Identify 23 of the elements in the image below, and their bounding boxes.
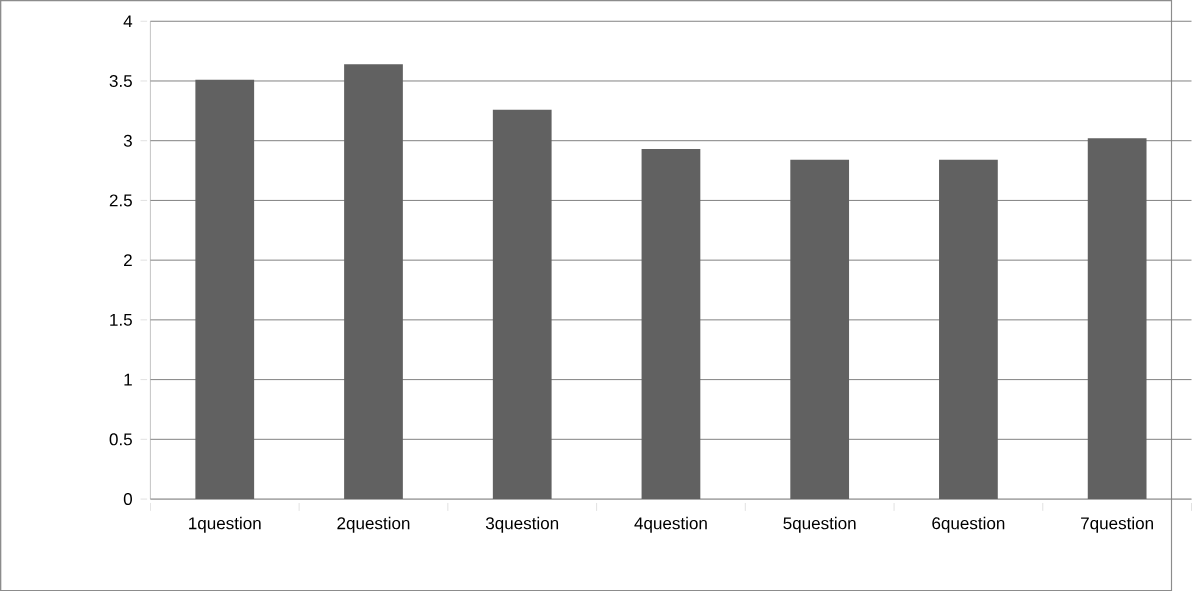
bar bbox=[939, 159, 998, 499]
y-tick-label: 2 bbox=[124, 254, 132, 267]
x-tick-label: 1question bbox=[189, 516, 261, 533]
x-tick-label: 6question bbox=[932, 516, 1005, 533]
x-tick-label: 3question bbox=[485, 516, 559, 533]
y-tick-label: 0 bbox=[123, 492, 132, 505]
y-tick-label: 1.5 bbox=[110, 313, 132, 326]
y-tick-label: 4 bbox=[123, 15, 133, 28]
bar bbox=[195, 79, 255, 499]
y-tick-label: 3 bbox=[123, 134, 132, 147]
bar bbox=[344, 64, 403, 499]
bar bbox=[641, 148, 701, 499]
y-tick-label: 3.5 bbox=[109, 74, 132, 87]
bar bbox=[790, 159, 850, 499]
x-tick-label: 7question bbox=[1081, 516, 1153, 533]
y-tick-label: 1 bbox=[124, 373, 132, 386]
y-tick-label: 0.5 bbox=[109, 433, 132, 446]
x-tick-label: 5question bbox=[783, 516, 856, 533]
x-tick-label: 4question bbox=[634, 516, 707, 533]
bar bbox=[1087, 138, 1147, 499]
x-tick-label: 2question bbox=[337, 516, 410, 533]
y-tick-label: 2.5 bbox=[109, 194, 132, 207]
bar bbox=[492, 109, 552, 499]
